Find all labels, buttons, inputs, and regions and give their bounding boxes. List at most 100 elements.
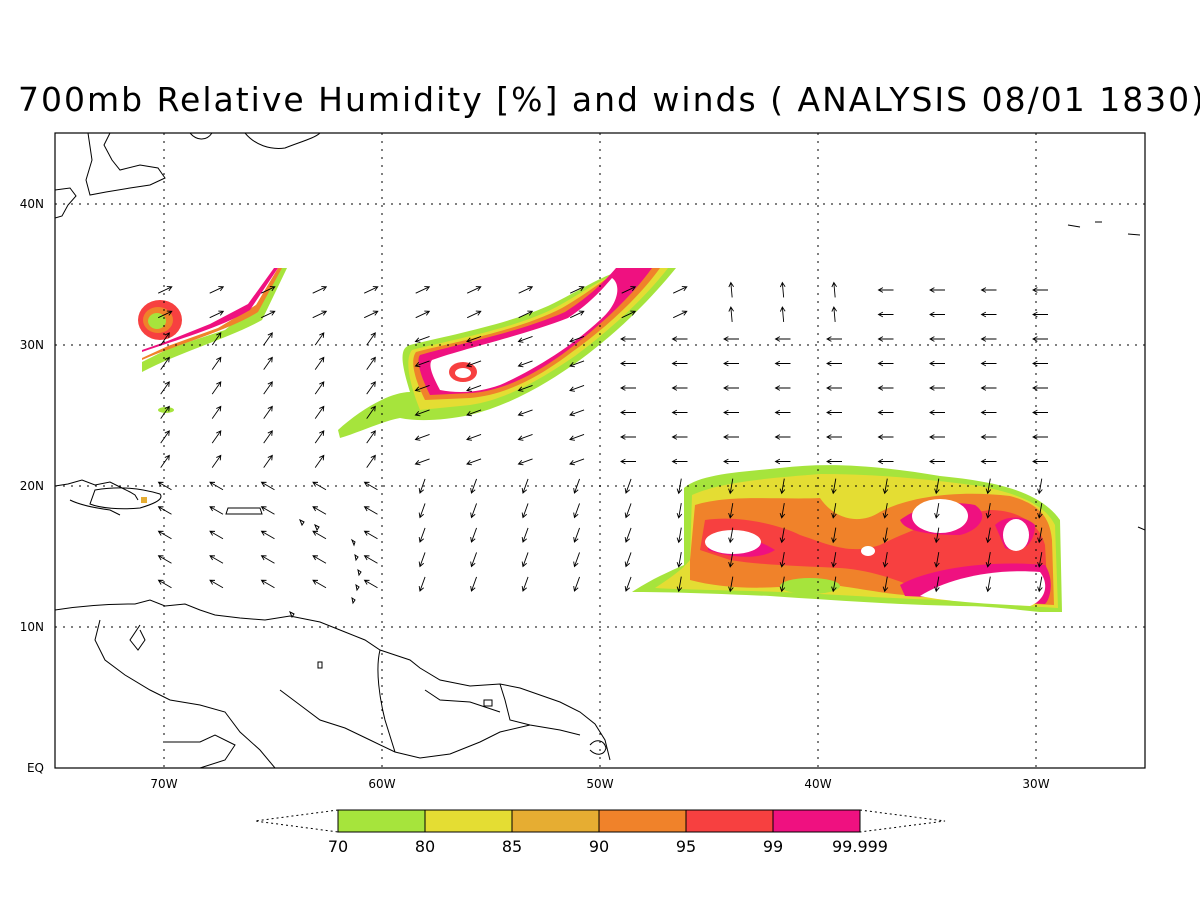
wind-arrow bbox=[980, 311, 997, 318]
wind-arrow bbox=[570, 286, 585, 294]
wind-arrow bbox=[521, 503, 529, 519]
wind-arrow bbox=[418, 503, 426, 519]
wind-arrow bbox=[157, 555, 172, 564]
wind-arrow bbox=[466, 409, 482, 417]
wind-arrow bbox=[826, 409, 842, 416]
wind-arrow bbox=[414, 336, 430, 343]
colorbar-label-90: 90 bbox=[589, 837, 609, 856]
map-title: 700mb Relative Humidity [%] and winds ( … bbox=[18, 80, 1200, 119]
wind-arrow bbox=[160, 454, 170, 468]
wind-arrow bbox=[517, 409, 533, 417]
wind-arrow bbox=[728, 552, 734, 568]
wind-arrow bbox=[314, 332, 325, 346]
wind-arrow bbox=[211, 454, 222, 468]
wind-arrow bbox=[877, 458, 894, 465]
lon-label-30w: 30W bbox=[1022, 777, 1049, 791]
wind-arrow bbox=[160, 356, 170, 370]
wind-arrow bbox=[312, 579, 327, 589]
wind-arrow bbox=[779, 306, 786, 323]
wind-arrow bbox=[671, 434, 688, 440]
wind-arrow bbox=[470, 576, 477, 592]
wind-vectors bbox=[157, 281, 1048, 593]
colorbar-label-85: 85 bbox=[502, 837, 522, 856]
wind-arrow bbox=[1032, 458, 1048, 465]
wind-arrow bbox=[363, 481, 378, 491]
wind-arrow bbox=[209, 555, 224, 564]
wind-arrow bbox=[312, 555, 327, 564]
wind-arrow bbox=[312, 530, 327, 540]
wind-arrow bbox=[929, 434, 945, 440]
colorbar-cell bbox=[772, 809, 861, 833]
wind-arrow bbox=[209, 286, 225, 294]
wind-arrow bbox=[1037, 552, 1043, 568]
wind-arrow bbox=[312, 481, 327, 491]
wind-arrow bbox=[209, 530, 224, 540]
wind-arrow bbox=[826, 458, 842, 465]
wind-arrow bbox=[723, 360, 739, 367]
wind-arrow bbox=[980, 385, 997, 391]
wind-arrow bbox=[929, 385, 945, 391]
wind-arrow bbox=[517, 336, 533, 343]
wind-arrow bbox=[570, 310, 585, 319]
wind-arrow bbox=[160, 430, 170, 444]
wind-arrow bbox=[985, 478, 992, 495]
wind-arrow bbox=[620, 336, 636, 342]
wind-arrow bbox=[671, 360, 688, 367]
colorbar-right-extension bbox=[859, 809, 946, 833]
wind-arrow bbox=[414, 409, 430, 417]
wind-arrow bbox=[980, 409, 997, 416]
wind-arrow bbox=[312, 286, 328, 294]
wind-arrow bbox=[826, 434, 842, 440]
wind-arrow bbox=[569, 458, 585, 466]
wind-arrow bbox=[934, 552, 940, 568]
wind-arrow bbox=[980, 360, 997, 367]
wind-arrow bbox=[470, 478, 477, 494]
wind-arrow bbox=[882, 478, 889, 495]
wind-arrow bbox=[418, 576, 426, 592]
wind-arrow bbox=[826, 336, 842, 342]
wind-arrow bbox=[934, 576, 940, 593]
wind-arrow bbox=[779, 552, 786, 568]
wind-arrow bbox=[985, 552, 992, 568]
wind-arrow bbox=[620, 458, 636, 465]
latitude-labels: 40N 30N 20N 10N EQ bbox=[20, 197, 44, 775]
wind-arrow bbox=[261, 286, 276, 294]
colorbar-left-extension bbox=[254, 809, 339, 833]
lat-label-10n: 10N bbox=[20, 620, 44, 634]
wind-arrow bbox=[312, 310, 328, 319]
wind-arrow bbox=[418, 527, 426, 543]
wind-arrow bbox=[363, 530, 378, 540]
wind-arrow bbox=[466, 385, 482, 392]
wind-arrow bbox=[415, 310, 431, 319]
wind-arrow bbox=[470, 503, 477, 519]
wind-arrow bbox=[882, 552, 889, 568]
wind-arrow bbox=[263, 356, 273, 370]
wind-arrow bbox=[466, 360, 482, 368]
wind-arrow bbox=[521, 478, 529, 494]
wind-arrow bbox=[980, 434, 997, 440]
wind-arrow bbox=[779, 576, 786, 593]
wind-arrow bbox=[260, 530, 275, 540]
lon-label-40w: 40W bbox=[804, 777, 831, 791]
wind-arrow bbox=[676, 478, 683, 495]
wind-arrow bbox=[877, 360, 894, 367]
wind-arrow bbox=[826, 385, 842, 391]
wind-arrow bbox=[831, 306, 837, 323]
lat-label-40n: 40N bbox=[20, 197, 44, 211]
wind-arrow bbox=[779, 478, 786, 495]
wind-arrow bbox=[467, 286, 482, 294]
wind-arrow bbox=[831, 527, 837, 544]
wind-arrow bbox=[728, 306, 734, 323]
wind-arrow bbox=[929, 360, 945, 367]
wind-arrow bbox=[314, 454, 325, 468]
wind-arrow bbox=[366, 454, 376, 468]
wind-arrow bbox=[779, 503, 786, 519]
wind-arrow bbox=[620, 385, 636, 391]
wind-arrow bbox=[314, 405, 325, 419]
wind-arrow bbox=[673, 310, 688, 319]
wind-arrow bbox=[671, 336, 688, 342]
wind-arrow bbox=[882, 576, 889, 593]
humidity-shading-central bbox=[338, 268, 676, 438]
wind-arrow bbox=[929, 287, 945, 293]
